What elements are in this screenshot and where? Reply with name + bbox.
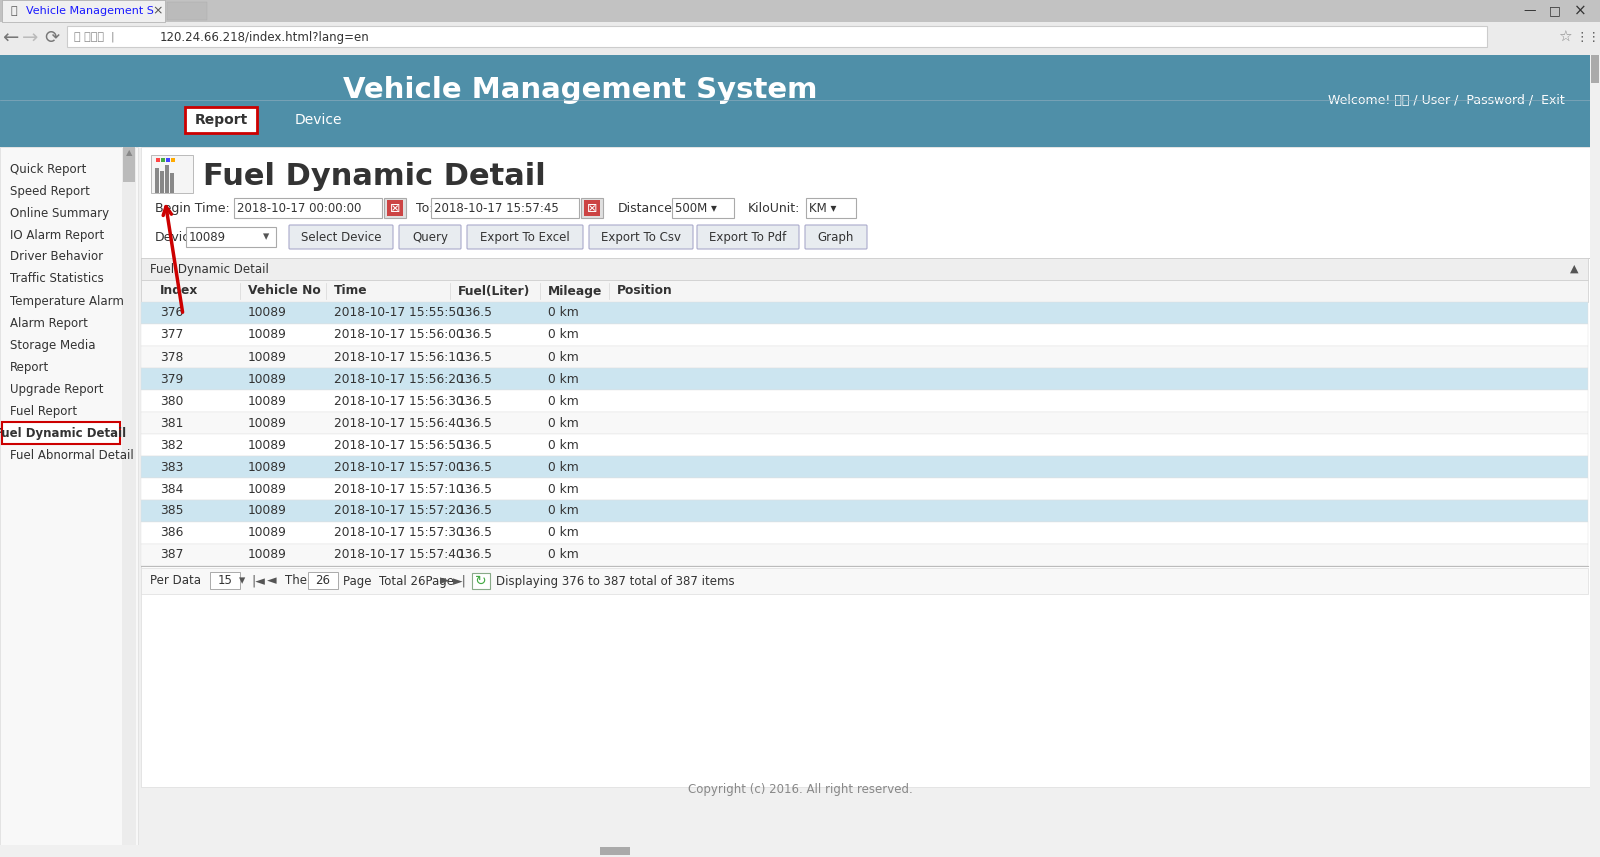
Text: 2018-10-17 15:57:00: 2018-10-17 15:57:00 — [334, 460, 464, 474]
Text: 385: 385 — [160, 505, 184, 518]
FancyBboxPatch shape — [387, 200, 403, 216]
Text: Time: Time — [334, 285, 368, 297]
FancyBboxPatch shape — [805, 225, 867, 249]
Text: ⋮⋮: ⋮⋮ — [1576, 31, 1600, 44]
Text: 0 km: 0 km — [547, 373, 579, 386]
Text: Upgrade Report: Upgrade Report — [10, 382, 104, 395]
Text: Fuel Dynamic Detail: Fuel Dynamic Detail — [0, 427, 126, 440]
Text: ⟳: ⟳ — [45, 29, 59, 47]
Text: 136.5: 136.5 — [458, 505, 493, 518]
Text: Vehicle Management System: Vehicle Management System — [342, 76, 818, 104]
Text: 136.5: 136.5 — [458, 328, 493, 341]
Text: ▼: ▼ — [126, 848, 133, 857]
Text: 10089: 10089 — [248, 482, 286, 495]
Text: ×: × — [152, 4, 163, 17]
FancyBboxPatch shape — [141, 280, 1587, 302]
FancyBboxPatch shape — [141, 568, 1587, 594]
FancyBboxPatch shape — [123, 147, 134, 182]
Text: ►: ► — [440, 574, 450, 588]
Text: 2018-10-17 15:57:10: 2018-10-17 15:57:10 — [334, 482, 464, 495]
Text: 15: 15 — [218, 574, 232, 588]
FancyBboxPatch shape — [150, 155, 194, 193]
FancyBboxPatch shape — [141, 368, 1587, 390]
Text: 500M ▾: 500M ▾ — [675, 201, 717, 214]
Text: 384: 384 — [160, 482, 184, 495]
Text: ▲: ▲ — [1570, 264, 1578, 274]
FancyBboxPatch shape — [162, 158, 165, 162]
Text: IO Alarm Report: IO Alarm Report — [10, 229, 104, 242]
Text: ▾: ▾ — [238, 574, 245, 588]
FancyBboxPatch shape — [210, 572, 240, 589]
Text: Temperature Alarm: Temperature Alarm — [10, 295, 123, 308]
Text: 10089: 10089 — [248, 417, 286, 429]
Text: 2018-10-17 15:57:40: 2018-10-17 15:57:40 — [334, 548, 464, 561]
FancyBboxPatch shape — [472, 573, 490, 589]
FancyBboxPatch shape — [166, 158, 170, 162]
Text: 383: 383 — [160, 460, 184, 474]
Text: Select Device: Select Device — [301, 231, 381, 243]
Text: 26: 26 — [315, 574, 331, 588]
FancyBboxPatch shape — [290, 225, 394, 249]
Text: ☆: ☆ — [1558, 29, 1571, 45]
Text: Query: Query — [413, 231, 448, 243]
Text: Storage Media: Storage Media — [10, 339, 96, 351]
FancyBboxPatch shape — [141, 544, 1587, 566]
Text: Report: Report — [194, 113, 248, 127]
Text: 0 km: 0 km — [547, 460, 579, 474]
Text: 10089: 10089 — [248, 460, 286, 474]
FancyBboxPatch shape — [141, 500, 1587, 522]
FancyBboxPatch shape — [806, 198, 856, 218]
Text: Position: Position — [618, 285, 672, 297]
Text: 136.5: 136.5 — [458, 394, 493, 407]
Text: 120.24.66.218/index.html?lang=en: 120.24.66.218/index.html?lang=en — [160, 31, 370, 44]
FancyBboxPatch shape — [141, 258, 1587, 280]
FancyBboxPatch shape — [0, 55, 1600, 147]
Text: 0 km: 0 km — [547, 307, 579, 320]
Text: 10089: 10089 — [248, 439, 286, 452]
Text: 0 km: 0 km — [547, 482, 579, 495]
Text: ▲: ▲ — [126, 148, 133, 158]
Text: Copyright (c) 2016. All right reserved.: Copyright (c) 2016. All right reserved. — [688, 783, 912, 796]
FancyBboxPatch shape — [155, 168, 158, 193]
Text: 2018-10-17 15:56:00: 2018-10-17 15:56:00 — [334, 328, 464, 341]
Text: 136.5: 136.5 — [458, 439, 493, 452]
Text: ×: × — [1574, 3, 1586, 19]
Text: 2018-10-17 15:55:50: 2018-10-17 15:55:50 — [334, 307, 464, 320]
FancyBboxPatch shape — [307, 572, 338, 589]
Text: Online Summary: Online Summary — [10, 207, 109, 219]
FancyBboxPatch shape — [67, 26, 1486, 47]
Text: ←: ← — [2, 28, 18, 47]
Text: Fuel(Liter): Fuel(Liter) — [458, 285, 530, 297]
Text: 0 km: 0 km — [547, 351, 579, 363]
Text: 136.5: 136.5 — [458, 417, 493, 429]
FancyBboxPatch shape — [141, 302, 1587, 324]
Text: 136.5: 136.5 — [458, 548, 493, 561]
FancyBboxPatch shape — [141, 522, 1587, 544]
Text: 10089: 10089 — [248, 307, 286, 320]
Text: ▾: ▾ — [262, 231, 269, 243]
Text: 10089: 10089 — [248, 373, 286, 386]
Text: Driver Behavior: Driver Behavior — [10, 250, 102, 263]
Text: 136.5: 136.5 — [458, 307, 493, 320]
Text: 136.5: 136.5 — [458, 526, 493, 540]
Text: 386: 386 — [160, 526, 184, 540]
Text: 2018-10-17 00:00:00: 2018-10-17 00:00:00 — [237, 201, 362, 214]
Text: KM ▾: KM ▾ — [810, 201, 837, 214]
Text: 2018-10-17 15:56:50: 2018-10-17 15:56:50 — [334, 439, 464, 452]
Text: 2018-10-17 15:56:20: 2018-10-17 15:56:20 — [334, 373, 464, 386]
Text: 2018-10-17 15:57:45: 2018-10-17 15:57:45 — [434, 201, 558, 214]
FancyArrowPatch shape — [163, 207, 182, 312]
FancyBboxPatch shape — [398, 225, 461, 249]
FancyBboxPatch shape — [1590, 55, 1600, 857]
Text: |◄: |◄ — [251, 574, 266, 588]
Text: 10089: 10089 — [248, 548, 286, 561]
Text: Displaying 376 to 387 total of 387 items: Displaying 376 to 387 total of 387 items — [496, 574, 734, 588]
Text: Export To Excel: Export To Excel — [480, 231, 570, 243]
Text: KiloUnit:: KiloUnit: — [749, 201, 800, 214]
Text: 2018-10-17 15:56:10: 2018-10-17 15:56:10 — [334, 351, 464, 363]
Text: Distance:: Distance: — [618, 201, 677, 214]
FancyBboxPatch shape — [122, 147, 136, 857]
FancyBboxPatch shape — [141, 324, 1587, 346]
Text: 10089: 10089 — [248, 505, 286, 518]
